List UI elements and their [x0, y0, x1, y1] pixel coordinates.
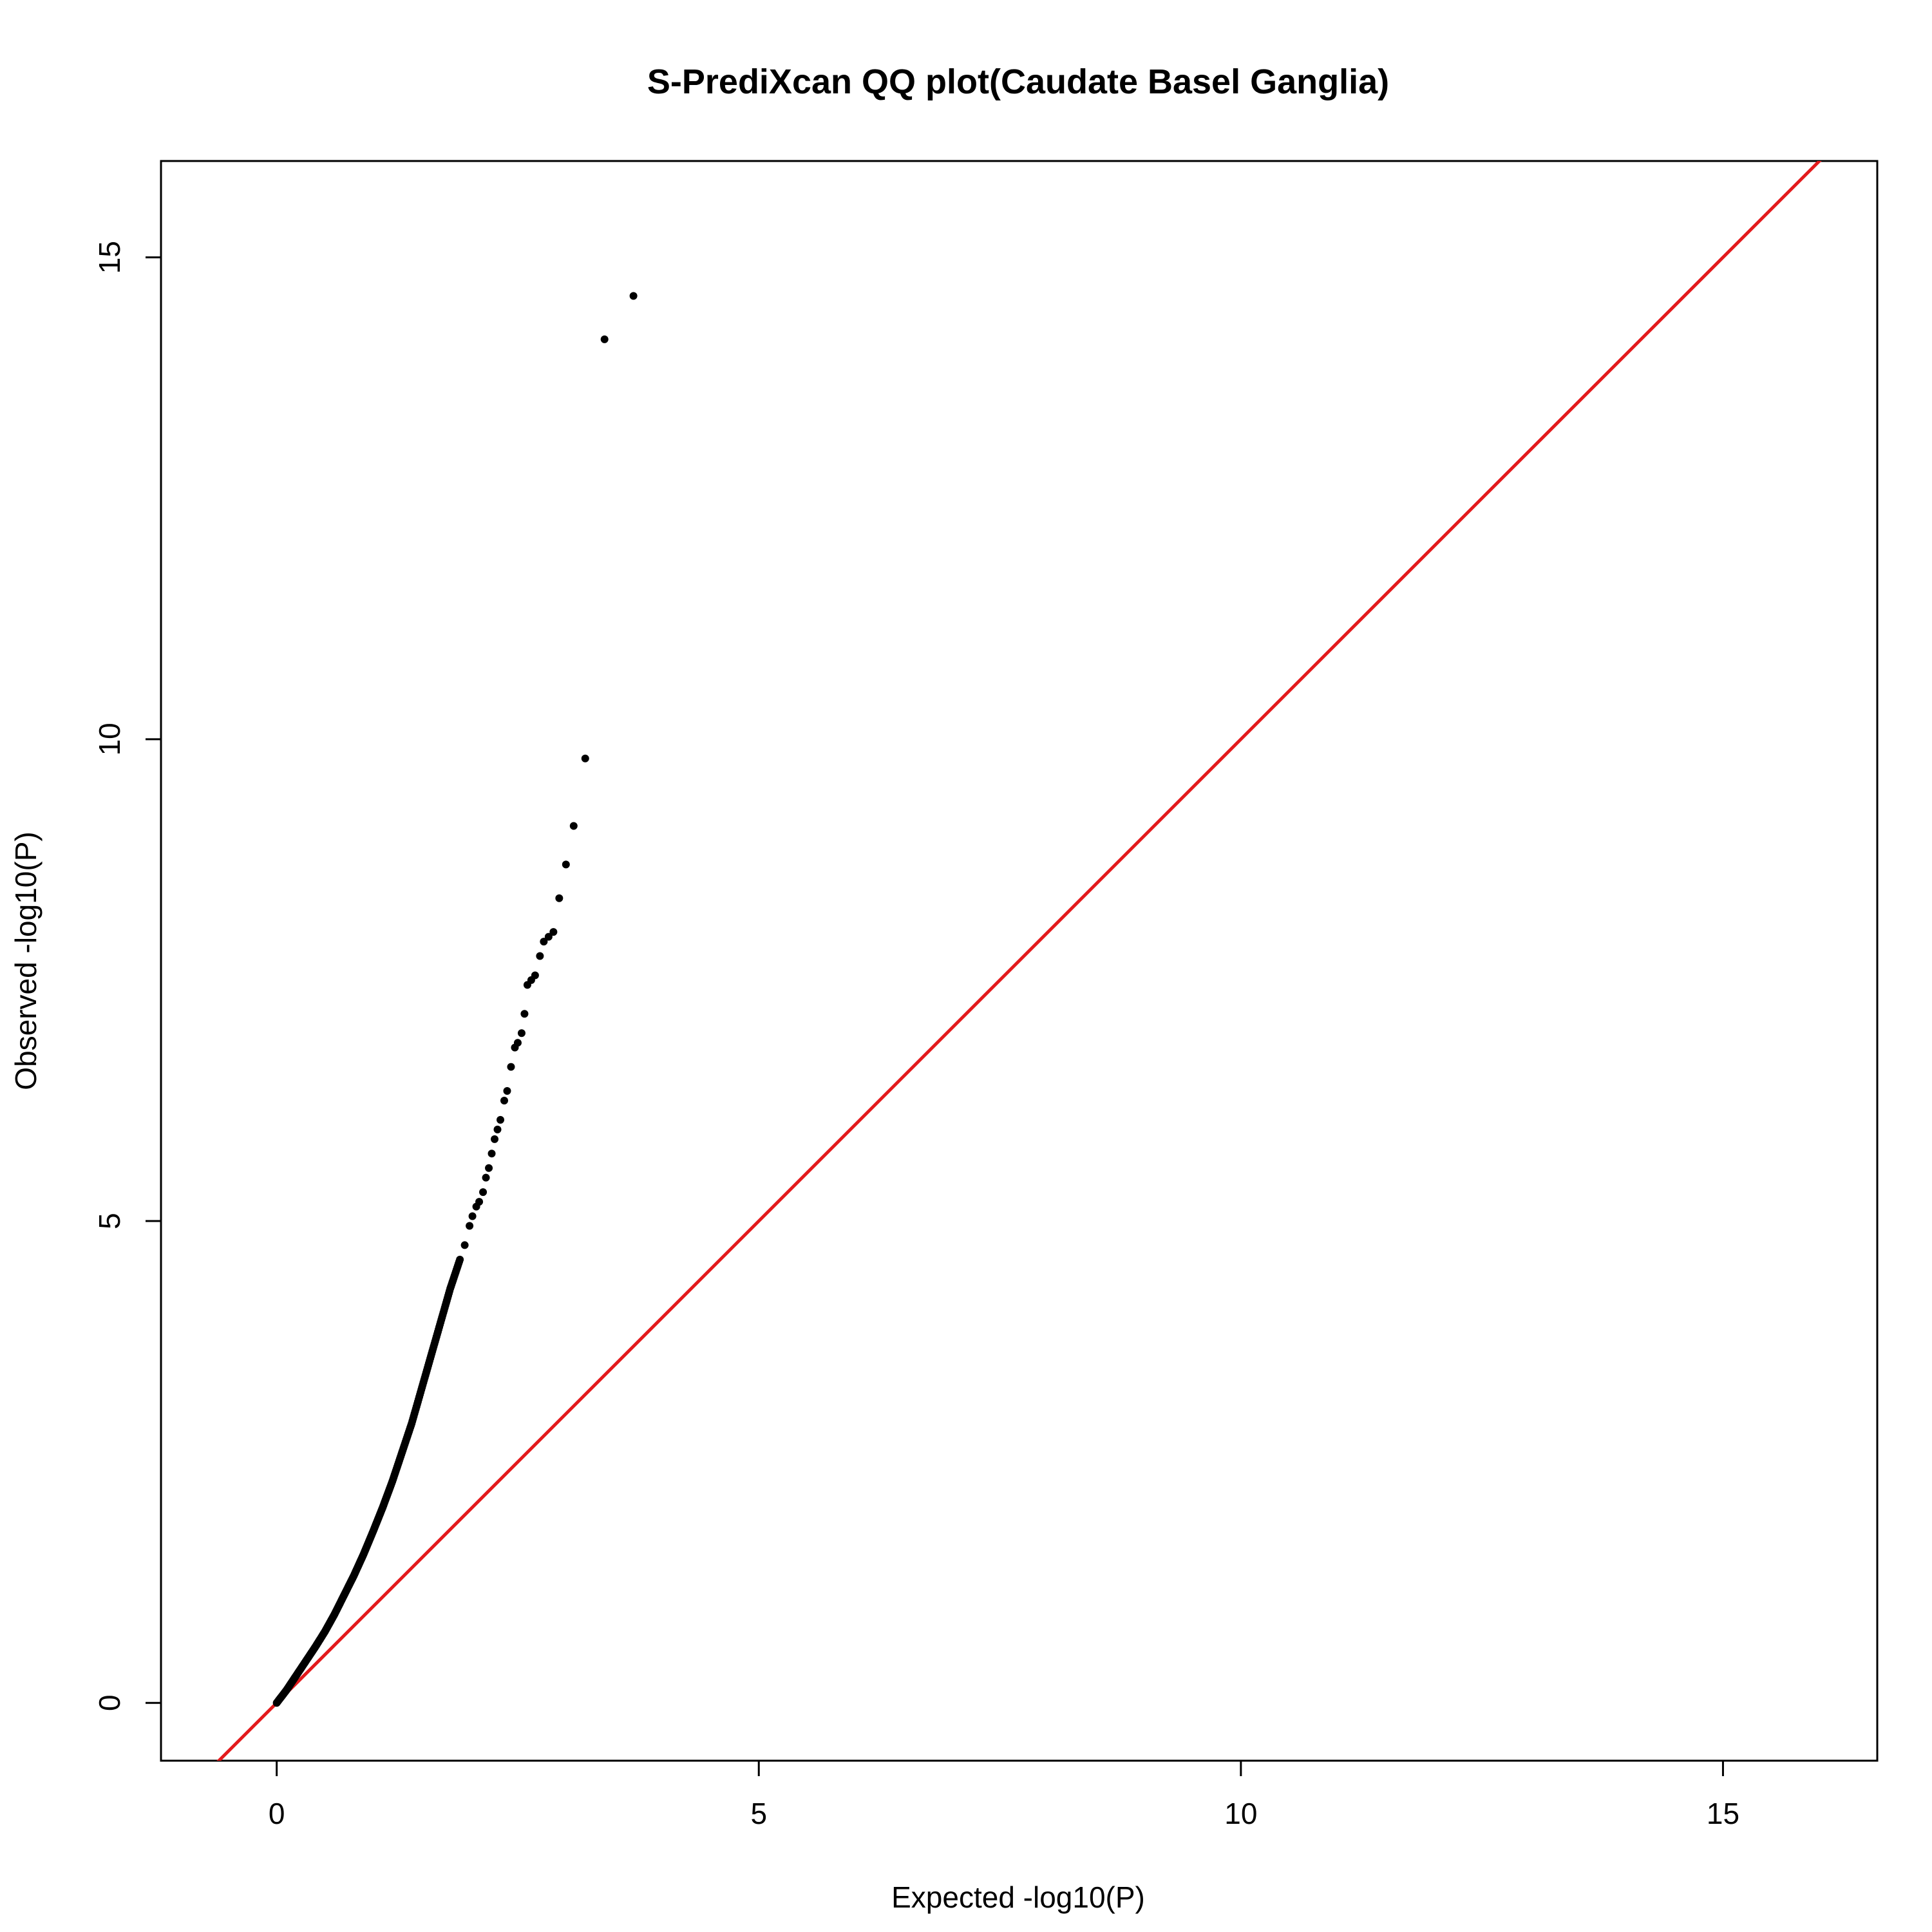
data-point — [493, 1125, 502, 1133]
data-point — [540, 938, 548, 946]
reference-line — [216, 161, 1822, 1761]
data-point — [555, 894, 564, 902]
x-tick-label: 10 — [1224, 1797, 1257, 1830]
data-point — [513, 1039, 522, 1047]
data-point — [517, 1029, 526, 1037]
data-point — [536, 952, 544, 960]
data-point — [468, 1212, 477, 1220]
y-axis: 0 5 10 15 — [93, 241, 162, 1711]
data-point — [531, 971, 539, 980]
data-point — [600, 335, 609, 343]
data-point — [479, 1188, 488, 1197]
y-axis-label: Observed -log10(P) — [9, 831, 43, 1090]
x-tick-label: 15 — [1707, 1797, 1739, 1830]
data-point — [629, 292, 638, 300]
data-point — [460, 1241, 469, 1249]
data-point — [581, 754, 589, 762]
data-point — [491, 1135, 499, 1143]
data-point — [475, 1198, 484, 1206]
y-tick-label: 15 — [93, 241, 126, 274]
data-point — [507, 1063, 515, 1071]
data-point — [485, 1164, 493, 1172]
data-point — [488, 1150, 496, 1158]
chart-title: S-PrediXcan QQ plot(Caudate Basel Gangli… — [647, 62, 1389, 101]
y-tick-label: 10 — [93, 723, 126, 755]
x-tick-label: 0 — [269, 1797, 285, 1830]
data-point — [520, 1010, 529, 1018]
x-tick-label: 5 — [750, 1797, 767, 1830]
data-points-layer — [272, 292, 638, 1707]
data-point — [544, 933, 553, 941]
reference-line-layer — [216, 161, 1822, 1761]
y-tick-label: 0 — [93, 1694, 126, 1711]
data-point — [497, 1115, 505, 1124]
x-axis: 0 5 10 15 — [269, 1759, 1739, 1830]
data-point — [569, 822, 578, 830]
y-tick-label: 5 — [93, 1213, 126, 1229]
data-point — [503, 1087, 511, 1095]
data-point — [549, 928, 558, 936]
data-point — [562, 860, 570, 869]
x-axis-label: Expected -log10(P) — [891, 1880, 1145, 1914]
data-point — [500, 1096, 508, 1104]
data-point — [482, 1173, 490, 1182]
data-point — [456, 1255, 464, 1264]
data-point — [466, 1222, 474, 1230]
